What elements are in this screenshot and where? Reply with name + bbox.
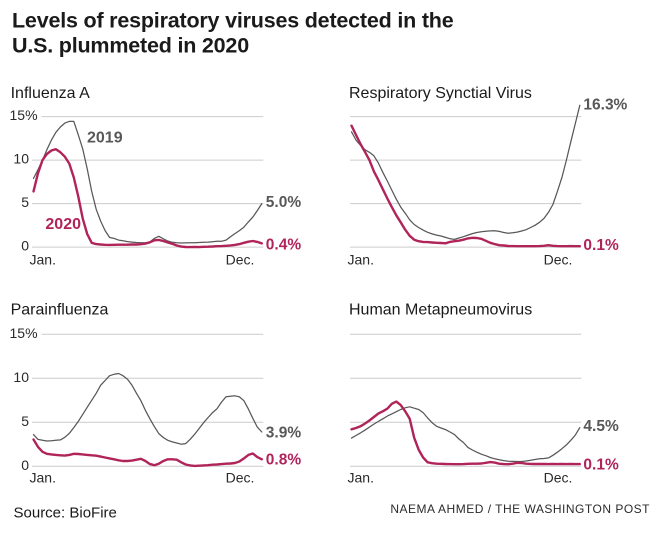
svg-text:Jan.: Jan.: [348, 251, 374, 267]
svg-text:Dec.: Dec.: [226, 470, 255, 486]
svg-text:Jan.: Jan.: [348, 470, 374, 486]
svg-text:2020: 2020: [45, 216, 81, 233]
svg-text:Human Metapneumovirus: Human Metapneumovirus: [349, 302, 532, 319]
svg-text:Dec.: Dec.: [544, 251, 573, 267]
svg-text:0.8%: 0.8%: [266, 451, 302, 468]
svg-text:3.9%: 3.9%: [266, 425, 302, 442]
svg-text:5.0%: 5.0%: [266, 194, 302, 211]
svg-text:0.1%: 0.1%: [583, 457, 619, 474]
svg-text:15%: 15%: [10, 107, 38, 123]
svg-text:0: 0: [21, 457, 29, 473]
svg-text:2019: 2019: [87, 129, 123, 146]
svg-text:Influenza A: Influenza A: [11, 85, 91, 102]
svg-text:0.4%: 0.4%: [266, 236, 302, 253]
svg-text:10: 10: [13, 151, 29, 167]
svg-text:NAEMA AHMED / THE WASHINGTON P: NAEMA AHMED / THE WASHINGTON POST: [390, 502, 650, 516]
svg-text:Dec.: Dec.: [226, 251, 255, 267]
svg-text:10: 10: [13, 369, 29, 385]
svg-text:15%: 15%: [10, 325, 38, 341]
svg-text:Respiratory Synctial Virus: Respiratory Synctial Virus: [349, 85, 532, 102]
svg-text:Parainfluenza: Parainfluenza: [11, 302, 109, 319]
svg-text:Jan.: Jan.: [30, 251, 56, 267]
svg-text:U.S. plummeted in 2020: U.S. plummeted in 2020: [12, 34, 249, 58]
svg-text:16.3%: 16.3%: [583, 97, 627, 114]
svg-text:4.5%: 4.5%: [583, 418, 619, 435]
svg-text:Dec.: Dec.: [544, 470, 573, 486]
svg-text:Source: BioFire: Source: BioFire: [14, 505, 117, 522]
svg-text:5: 5: [21, 413, 29, 429]
svg-text:0: 0: [21, 238, 29, 254]
svg-text:0.1%: 0.1%: [583, 237, 619, 254]
svg-text:Jan.: Jan.: [30, 470, 56, 486]
svg-text:Levels of respiratory viruses: Levels of respiratory viruses detected i…: [12, 9, 454, 33]
svg-text:5: 5: [21, 194, 29, 210]
